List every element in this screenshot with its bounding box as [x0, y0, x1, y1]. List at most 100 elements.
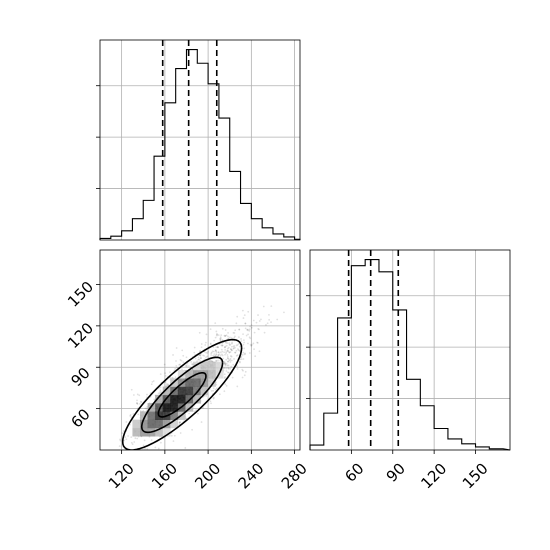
joint-sample-point: [223, 373, 226, 376]
joint-sample-point: [225, 342, 228, 344]
joint-sample-point: [238, 328, 241, 331]
joint-density-cell: [140, 419, 148, 429]
joint-x-tick-label: 280: [278, 460, 311, 493]
hist-x-marks: [99, 40, 301, 240]
joint-contour-outer: [121, 338, 243, 450]
joint-sample-point: [230, 349, 233, 352]
joint-sample-point: [225, 370, 228, 372]
joint-sample-point: [179, 421, 182, 424]
joint-sample-point: [268, 313, 270, 316]
joint-sample-point: [248, 328, 251, 331]
joint-density-cell: [170, 394, 179, 404]
joint-sample-point: [242, 351, 245, 354]
joint-sample-point: [215, 349, 217, 352]
joint-sample-point: [195, 409, 197, 412]
joint-sample-point: [236, 354, 239, 357]
joint-density-cell: [200, 386, 209, 396]
joint-sample-point: [211, 351, 213, 354]
joint-sample-point: [219, 337, 221, 340]
joint-sample-point: [226, 357, 229, 360]
joint-sample-point: [224, 346, 226, 349]
joint-sample-point: [229, 367, 232, 370]
joint-sample-point: [247, 342, 249, 345]
joint-density-cell: [185, 370, 194, 379]
joint-y-ticks: 60 90 120 150: [64, 278, 100, 431]
joint-sample-point: [137, 413, 140, 416]
joint-sample-point: [218, 353, 221, 356]
joint-sample-point: [227, 367, 230, 370]
joint-sample-point: [305, 286, 307, 288]
joint-sample-point: [200, 343, 203, 345]
joint-border: [99, 249, 301, 451]
joint-sample-point: [238, 349, 241, 352]
joint-sample-point: [164, 374, 167, 377]
joint-sample-point: [215, 333, 218, 335]
joint-sample-point: [210, 390, 213, 392]
joint-sample-point: [247, 328, 249, 331]
joint-sample-point: [175, 347, 178, 349]
joint-sample-point: [144, 407, 147, 410]
joint-sample-point: [283, 311, 285, 314]
hist-y-x-tick-label: 120: [417, 460, 450, 493]
joint-sample-point: [202, 354, 204, 357]
joint-sample-point: [178, 423, 181, 426]
joint-sample-point: [217, 346, 219, 349]
joint-sample-point: [129, 414, 132, 417]
joint-sample-point: [139, 400, 142, 403]
joint-sample-point: [227, 371, 230, 374]
joint-sample-point: [227, 331, 229, 334]
joint-sample-point: [206, 355, 209, 358]
joint-density-cell: [170, 411, 179, 420]
joint-sample-point: [130, 436, 133, 439]
joint-sample-point: [185, 356, 188, 359]
hist-y-x-tick-label: 60: [341, 460, 367, 486]
joint-sample-point: [221, 354, 224, 357]
joint-sample-point: [242, 369, 244, 372]
joint-sample-point: [226, 347, 229, 350]
joint-sample-point: [260, 318, 262, 321]
joint-sample-point: [205, 333, 208, 336]
joint-sample-point: [270, 321, 272, 323]
joint-sample-point: [227, 337, 230, 340]
joint-sample-point: [209, 342, 212, 345]
joint-sample-point: [226, 349, 229, 352]
joint-sample-point: [198, 358, 201, 361]
joint-sample-point: [236, 365, 238, 368]
joint-sample-point: [242, 333, 244, 336]
joint-sample-point: [228, 351, 231, 354]
joint-density-cell: [192, 386, 201, 396]
hist-x-step: [99, 48, 301, 240]
joint-sample-point: [239, 361, 241, 364]
joint-sample-point: [217, 359, 219, 362]
joint-sample-point: [181, 349, 184, 352]
joint-x-tick-label: 240: [235, 460, 268, 493]
joint-sample-point: [227, 360, 230, 363]
joint-sample-point: [159, 391, 161, 393]
joint-sample-point: [231, 341, 234, 344]
joint-sample-point: [243, 353, 246, 356]
joint-sample-point: [233, 332, 236, 334]
joint-panel: 120 160 200 240 280 60 90 120 150: [64, 249, 311, 493]
joint-sample-point: [228, 359, 231, 362]
joint-x-tick-label: 160: [148, 460, 181, 493]
joint-density-cell: [147, 419, 156, 429]
joint-sample-point: [233, 347, 235, 349]
joint-sample-point: [210, 352, 213, 355]
joint-sample-point: [225, 367, 228, 370]
joint-sample-point: [121, 432, 124, 435]
joint-sample-point: [233, 336, 236, 339]
joint-sample-point: [249, 325, 251, 328]
joint-sample-point: [215, 351, 218, 353]
joint-sample-point: [212, 387, 215, 389]
joint-sample-point: [230, 337, 233, 339]
joint-sample-point: [250, 324, 253, 327]
joint-sample-point: [216, 346, 219, 348]
joint-sample-point: [220, 348, 223, 351]
joint-sample-point: [232, 331, 235, 334]
joint-sample-point: [205, 395, 207, 397]
joint-sample-point: [256, 341, 258, 344]
joint-sample-point: [238, 345, 241, 348]
joint-sample-point: [244, 322, 247, 325]
joint-sample-point: [252, 319, 255, 322]
joint-sample-point: [215, 334, 218, 337]
